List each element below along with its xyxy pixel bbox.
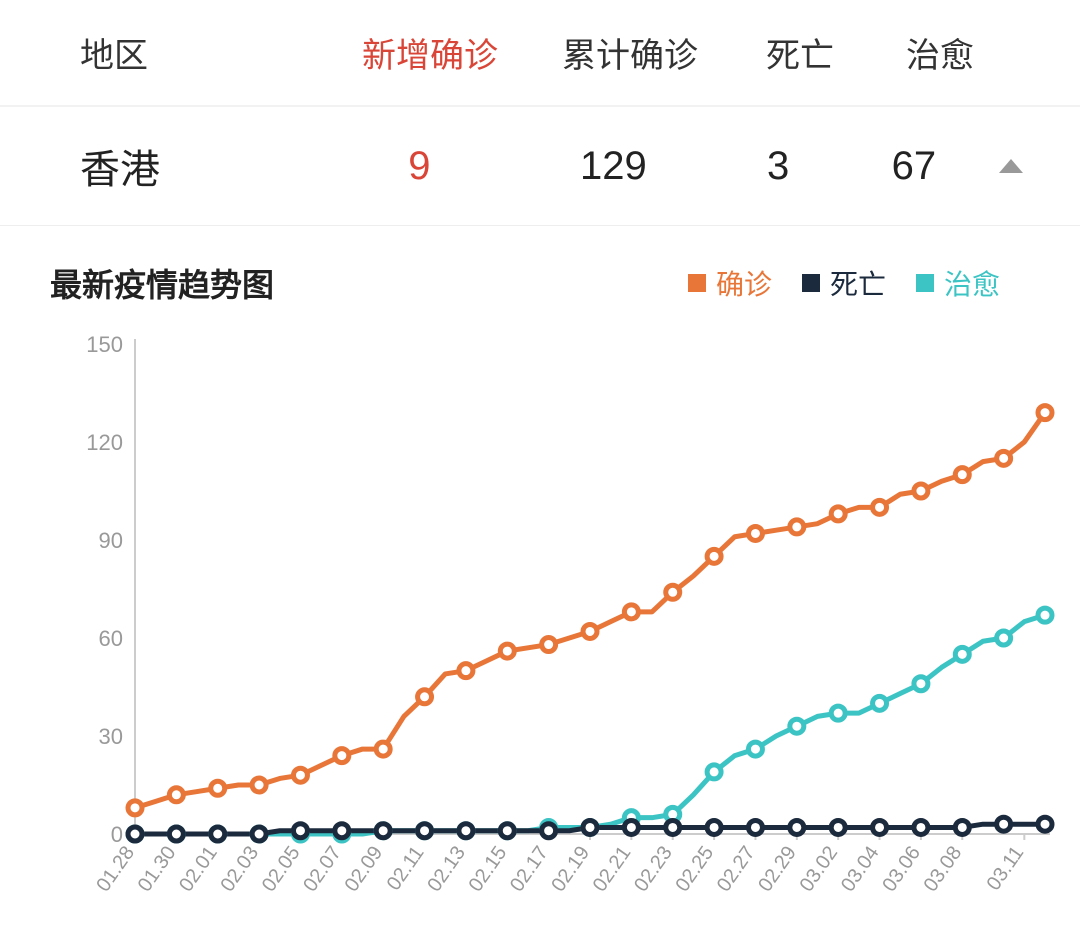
svg-text:02.11: 02.11 (383, 842, 429, 894)
svg-text:02.17: 02.17 (506, 842, 553, 896)
svg-text:60: 60 (99, 626, 123, 651)
chart-title: 最新疫情趋势图 (50, 260, 688, 306)
header-deaths[interactable]: 死亡 (730, 28, 870, 77)
legend-item: 确诊 (688, 263, 772, 303)
svg-text:02.13: 02.13 (423, 842, 470, 896)
svg-text:02.03: 02.03 (216, 842, 263, 896)
svg-text:150: 150 (86, 332, 123, 357)
svg-text:30: 30 (99, 724, 123, 749)
chart-panel: 最新疫情趋势图 确诊死亡治愈 030609012015001.2801.3002… (0, 226, 1080, 944)
svg-text:02.23: 02.23 (630, 842, 677, 896)
svg-text:02.27: 02.27 (713, 842, 760, 896)
table-header-row: 地区 新增确诊 累计确诊 死亡 治愈 (0, 0, 1080, 107)
svg-text:120: 120 (86, 430, 123, 455)
legend-label: 死亡 (830, 263, 886, 303)
svg-text:03.02: 03.02 (796, 842, 843, 896)
header-cured[interactable]: 治愈 (870, 28, 1010, 77)
svg-text:02.15: 02.15 (465, 842, 512, 896)
legend-item: 死亡 (802, 263, 886, 303)
svg-text:03.08: 03.08 (920, 842, 967, 896)
svg-text:02.19: 02.19 (547, 842, 594, 896)
svg-text:02.01: 02.01 (175, 842, 222, 896)
svg-text:03.06: 03.06 (878, 842, 925, 896)
svg-text:90: 90 (99, 528, 123, 553)
trend-chart: 030609012015001.2801.3002.0102.0302.0502… (50, 324, 1060, 924)
chart-legend: 确诊 死亡 治愈 (688, 263, 1060, 303)
svg-text:02.21: 02.21 (589, 842, 636, 896)
svg-text:01.28: 01.28 (92, 842, 139, 896)
legend-label: 确诊 (716, 263, 772, 303)
svg-text:02.25: 02.25 (671, 842, 718, 896)
svg-text:03.04: 03.04 (837, 842, 884, 896)
svg-text:02.09: 02.09 (341, 842, 388, 896)
legend-swatch (802, 274, 820, 292)
chevron-up-icon (999, 159, 1023, 173)
header-new-confirmed[interactable]: 新增确诊 (330, 28, 530, 77)
svg-text:02.29: 02.29 (754, 842, 801, 896)
cell-region: 香港 (80, 137, 322, 195)
collapse-toggle[interactable] (982, 159, 1040, 173)
table-row[interactable]: 香港 9 129 3 67 (0, 107, 1080, 226)
cell-cured: 67 (846, 144, 982, 189)
cell-new-confirmed: 9 (322, 144, 516, 189)
svg-text:03.11: 03.11 (983, 842, 1029, 894)
cell-deaths: 3 (710, 144, 846, 189)
header-region[interactable]: 地区 (80, 28, 330, 77)
cell-cumulative: 129 (516, 144, 710, 189)
header-cumulative[interactable]: 累计确诊 (530, 28, 730, 77)
legend-swatch (916, 274, 934, 292)
svg-text:02.07: 02.07 (299, 842, 346, 896)
legend-swatch (688, 274, 706, 292)
legend-label: 治愈 (944, 263, 1000, 303)
svg-text:01.30: 01.30 (134, 842, 181, 896)
svg-text:02.05: 02.05 (258, 842, 305, 896)
legend-item: 治愈 (916, 263, 1000, 303)
